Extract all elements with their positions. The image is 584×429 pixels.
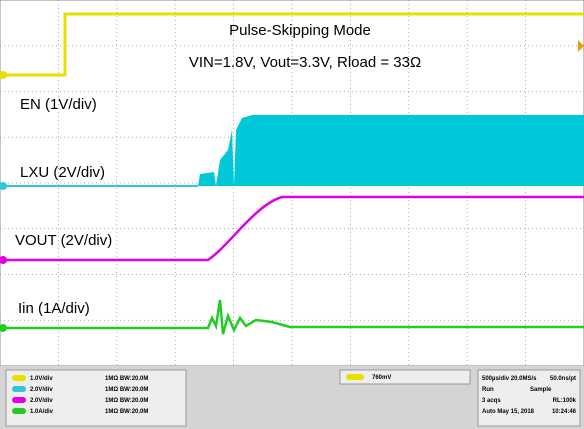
acq-mode: Sample [530, 387, 552, 393]
trigger-level: 760mV [372, 375, 391, 381]
channel-scale: 1.0V/div [30, 376, 53, 382]
channel-scale: 2.0V/div [30, 398, 53, 404]
channel-coupling: 1MΩ BW:20.0M [105, 376, 148, 382]
trigger-badge [346, 374, 364, 380]
channel-coupling: 1MΩ BW:20.0M [105, 409, 148, 415]
en-trace [0, 12, 584, 77]
channel-coupling: 1MΩ BW:20.0M [105, 387, 148, 393]
trace-label: LXU (2V/div) [20, 164, 105, 181]
timebase: 500µs/div 20.0MS/s [482, 376, 537, 382]
channel-coupling: 1MΩ BW:20.0M [105, 398, 148, 404]
channel-scale: 2.0V/div [30, 387, 53, 393]
acq-panel [477, 369, 581, 427]
vout-trace [0, 195, 584, 262]
iin-trace [0, 299, 584, 335]
title: Pulse-Skipping Mode [229, 22, 371, 39]
record-length: RL:100k [553, 398, 577, 404]
channel-markers [0, 40, 584, 332]
channel-panel [5, 369, 187, 427]
channel-scale: 1.0A/div [30, 409, 54, 415]
trace-label: EN (1V/div) [20, 96, 97, 113]
channel-badges [12, 375, 26, 414]
run-state: Run [482, 387, 494, 393]
date: Auto May 15, 2018 [482, 409, 535, 415]
lxu-switching [234, 115, 584, 186]
trace-label: Iin (1A/div) [18, 300, 90, 317]
trace-label: VOUT (2V/div) [15, 232, 112, 249]
acq-count: 3 acqs [482, 398, 501, 404]
time: 10:24:46 [552, 409, 577, 415]
trigger-panel [339, 369, 471, 385]
resolution: 50.0ns/pt [550, 376, 576, 382]
lxu-start [198, 130, 234, 186]
subtitle: VIN=1.8V, Vout=3.3V, Rload = 33Ω [189, 54, 421, 71]
